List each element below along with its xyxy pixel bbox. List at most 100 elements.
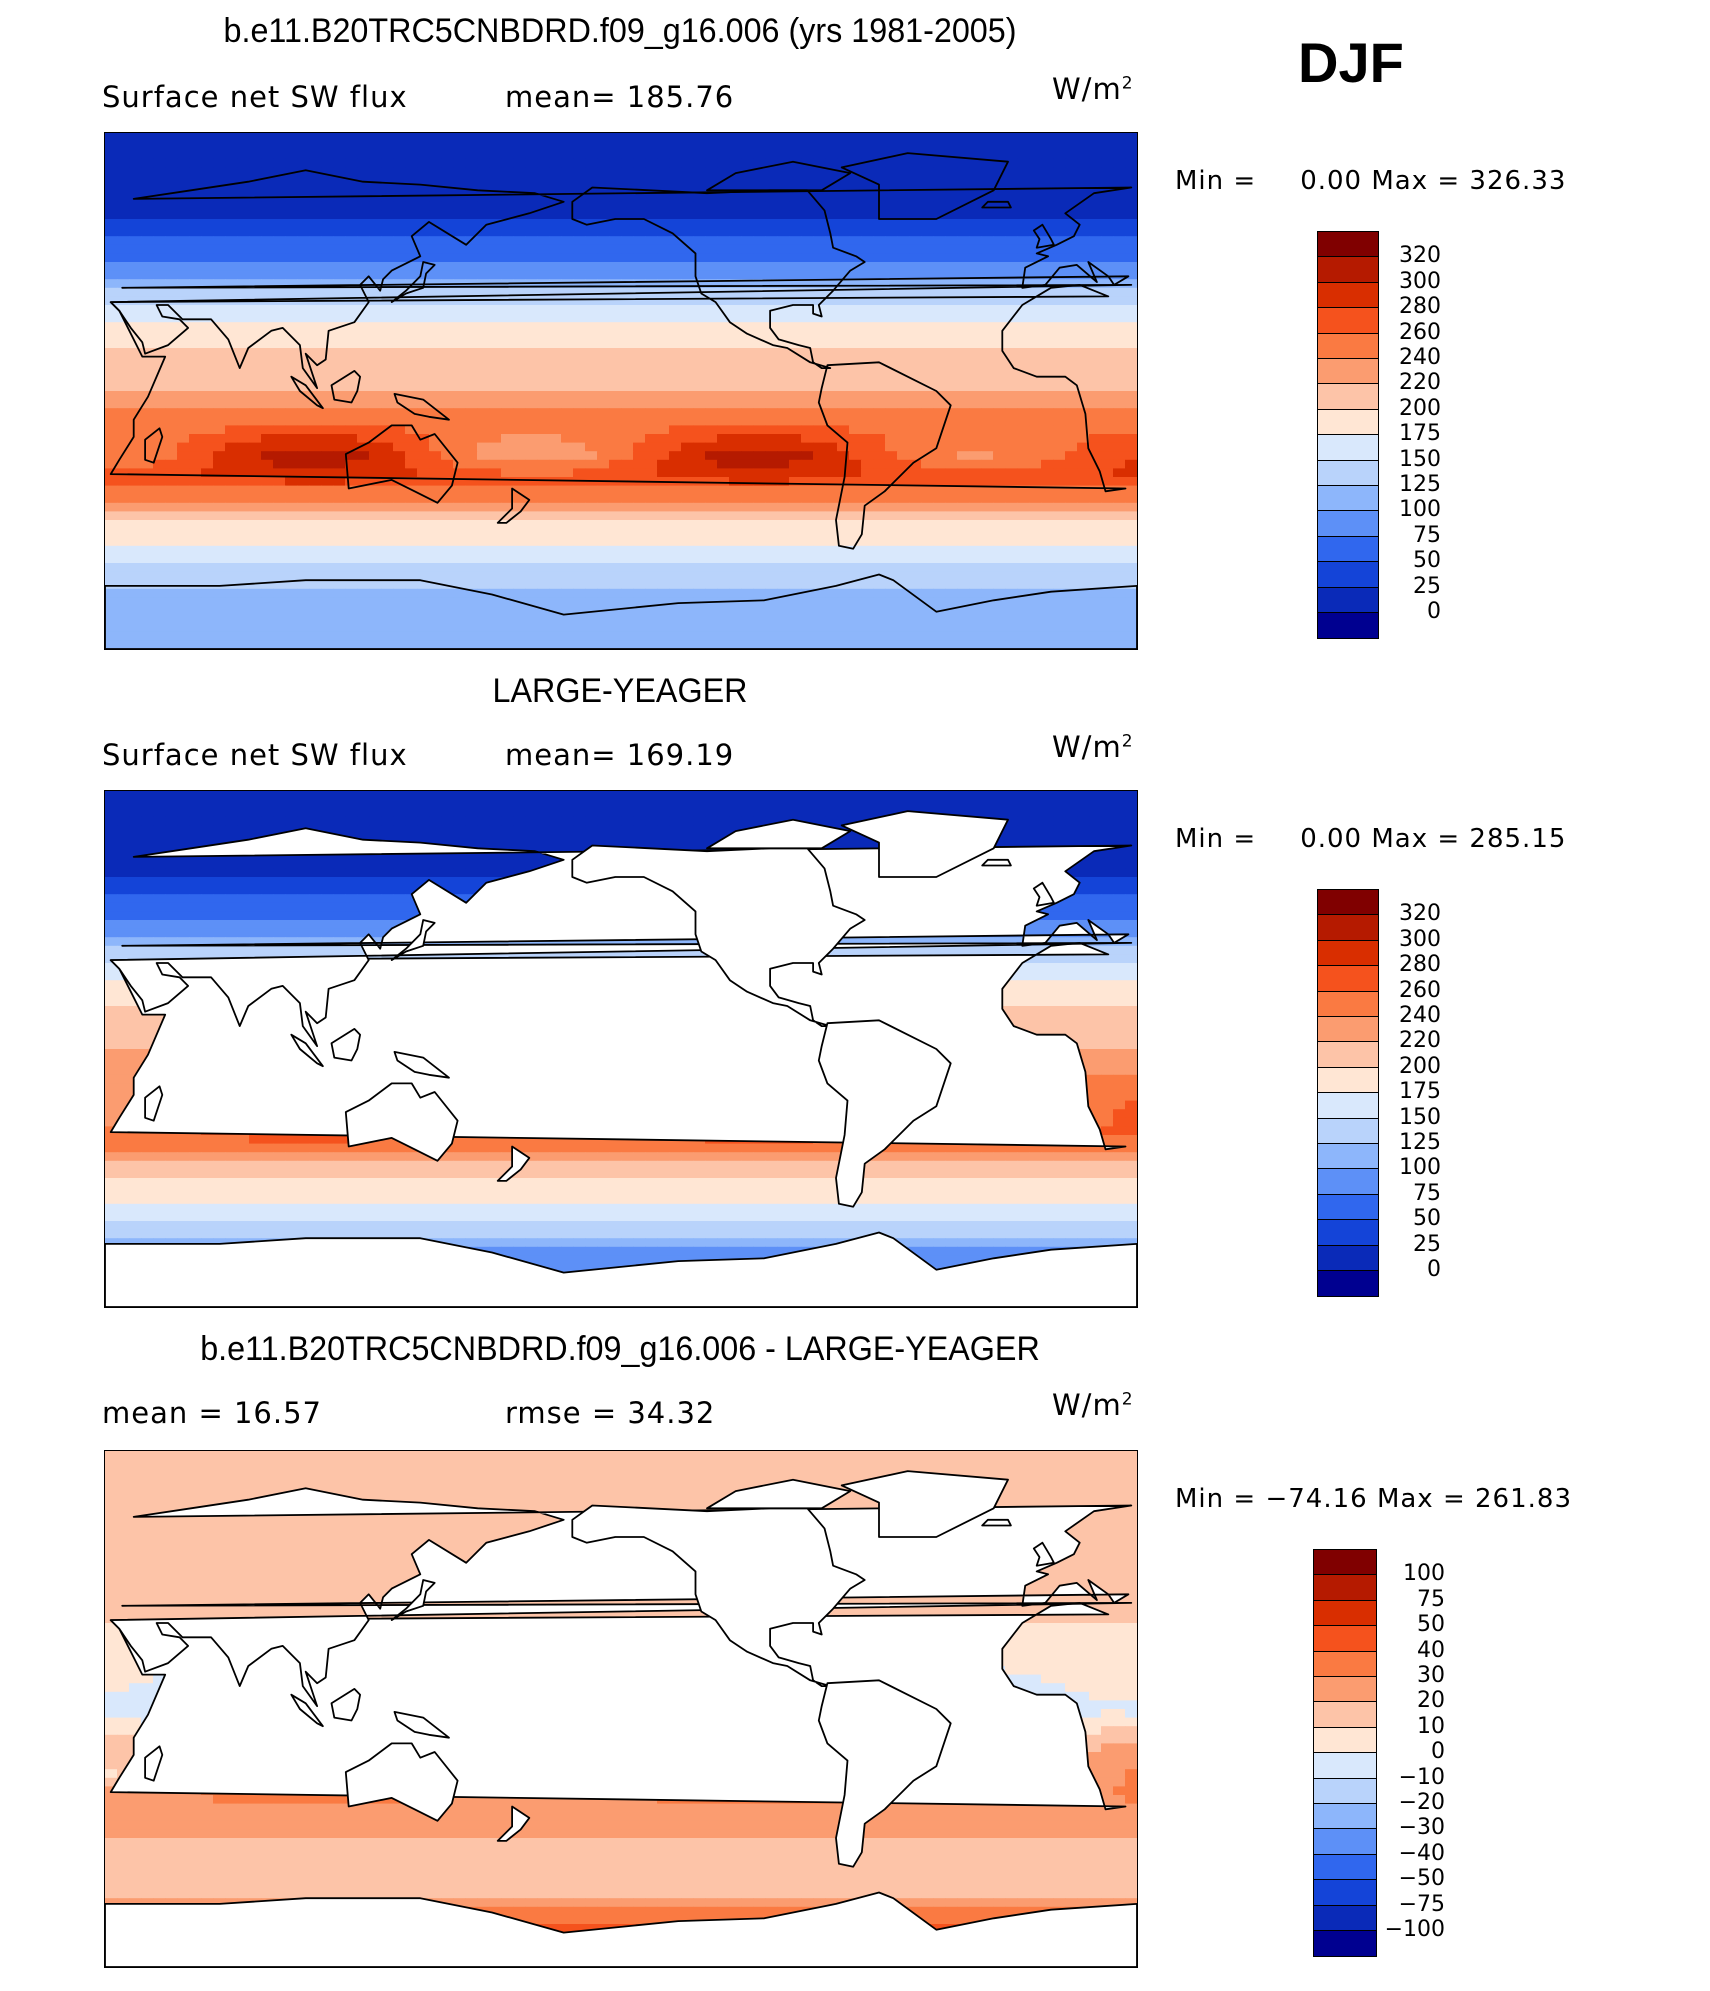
field-cell: [117, 580, 130, 590]
field-cell: [333, 279, 346, 289]
field-cell: [1029, 399, 1042, 409]
field-cell: [585, 588, 598, 598]
field-cell: [777, 262, 790, 272]
field-cell: [681, 485, 694, 495]
field-cell: [153, 158, 166, 168]
field-cell: [297, 176, 310, 186]
field-cell: [969, 373, 982, 383]
field-cell: [357, 459, 370, 469]
field-cell: [225, 606, 238, 616]
field-cell: [549, 494, 562, 504]
field-cell: [1029, 373, 1042, 383]
field-cell: [933, 150, 946, 160]
field-cell: [693, 442, 706, 452]
field-cell: [165, 382, 178, 392]
field-cell: [849, 305, 862, 315]
field-cell: [141, 184, 154, 194]
field-cell: [717, 322, 730, 332]
field-cell: [849, 244, 862, 254]
field-cell: [273, 227, 286, 237]
field-cell: [249, 451, 262, 461]
field-cell: [1029, 176, 1042, 186]
field-cell: [129, 150, 142, 160]
field-cell: [741, 485, 754, 495]
field-cell: [1101, 382, 1114, 392]
field-cell: [249, 227, 262, 237]
field-cell: [237, 537, 250, 547]
field-cell: [357, 520, 370, 530]
field-cell: [213, 597, 226, 607]
field-cell: [993, 227, 1006, 237]
field-cell: [249, 494, 262, 504]
field-cell: [825, 477, 838, 487]
field-cell: [105, 253, 118, 263]
field-cell: [1101, 468, 1114, 478]
field-cell: [477, 580, 490, 590]
field-cell: [105, 477, 118, 487]
field-cell: [681, 322, 694, 332]
field-cell: [285, 287, 298, 297]
field-cell: [1065, 391, 1078, 401]
field-cell: [405, 554, 418, 564]
field-cell: [717, 219, 730, 229]
field-cell: [225, 391, 238, 401]
field-cell: [309, 468, 322, 478]
field-cell: [693, 339, 706, 349]
field-cell: [165, 451, 178, 461]
field-cell: [849, 391, 862, 401]
field-cell: [597, 442, 610, 452]
field-cell: [873, 279, 886, 289]
field-cell: [1017, 201, 1030, 211]
field-cell: [681, 193, 694, 203]
field-cell: [801, 502, 814, 512]
field-cell: [957, 399, 970, 409]
field-cell: [309, 434, 322, 444]
field-cell: [549, 253, 562, 263]
field-cell: [429, 554, 442, 564]
field-cell: [861, 262, 874, 272]
field-cell: [345, 150, 358, 160]
field-cell: [213, 563, 226, 573]
field-cell: [1065, 545, 1078, 555]
field-cell: [921, 537, 934, 547]
field-cell: [501, 614, 514, 624]
field-cell: [201, 485, 214, 495]
field-cell: [273, 210, 286, 220]
field-cell: [1113, 305, 1126, 315]
field-cell: [897, 408, 910, 418]
field-cell: [849, 425, 862, 435]
field-cell: [189, 459, 202, 469]
field-cell: [753, 588, 766, 598]
field-cell: [597, 545, 610, 555]
field-cell: [1113, 614, 1126, 624]
field-cell: [729, 193, 742, 203]
field-cell: [729, 606, 742, 616]
field-cell: [1017, 253, 1030, 263]
field-cell: [657, 468, 670, 478]
field-cell: [513, 167, 526, 177]
field-cell: [477, 416, 490, 426]
field-cell: [981, 477, 994, 487]
field-cell: [345, 391, 358, 401]
field-cell: [813, 279, 826, 289]
field-cell: [561, 545, 574, 555]
field-cell: [849, 477, 862, 487]
field-cell: [285, 485, 298, 495]
field-cell: [981, 158, 994, 168]
field-cell: [237, 468, 250, 478]
field-cell: [465, 305, 478, 315]
field-cell: [681, 219, 694, 229]
field-cell: [897, 614, 910, 624]
field-cell: [693, 270, 706, 280]
field-cell: [909, 580, 922, 590]
field-cell: [573, 588, 586, 598]
field-cell: [861, 597, 874, 607]
field-cell: [717, 563, 730, 573]
field-cell: [561, 348, 574, 358]
field-cell: [549, 330, 562, 340]
field-cell: [933, 451, 946, 461]
field-cell: [213, 477, 226, 487]
field-cell: [189, 434, 202, 444]
field-cell: [393, 236, 406, 246]
field-cell: [501, 459, 514, 469]
